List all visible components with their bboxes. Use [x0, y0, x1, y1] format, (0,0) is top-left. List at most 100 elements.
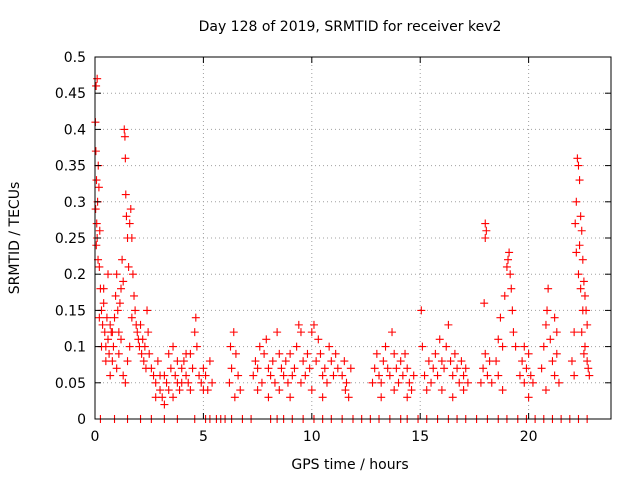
y-tick-label: 0.5 [64, 50, 86, 66]
data-point [435, 335, 444, 344]
data-point [574, 161, 583, 170]
data-point [524, 393, 533, 402]
data-point [136, 320, 145, 329]
data-point [182, 371, 191, 380]
data-point [125, 342, 134, 351]
data-point [429, 364, 438, 373]
data-point [112, 270, 121, 279]
data-point [117, 335, 126, 344]
data-point [253, 386, 262, 395]
data-point [255, 342, 264, 351]
data-point [518, 357, 527, 366]
data-point [570, 371, 579, 380]
data-point [498, 386, 507, 395]
data-point [301, 371, 310, 380]
data-point [156, 386, 165, 395]
data-point [494, 335, 503, 344]
data-point [341, 386, 350, 395]
data-point [554, 378, 563, 387]
data-point [294, 320, 303, 329]
data-point [286, 349, 295, 358]
y-tick-label: 0.15 [55, 303, 86, 319]
data-point [151, 378, 160, 387]
data-point [177, 364, 186, 373]
data-point [296, 378, 305, 387]
data-point [296, 328, 305, 337]
data-point [528, 378, 537, 387]
data-point [182, 349, 191, 358]
data-point [492, 357, 501, 366]
x-tick-label: 0 [91, 429, 100, 445]
data-point [137, 349, 146, 358]
data-point [576, 284, 585, 293]
data-point [544, 284, 553, 293]
data-point [546, 335, 555, 344]
axis-ticks [94, 56, 611, 420]
data-point [509, 328, 518, 337]
data-point [524, 349, 533, 358]
data-point [99, 284, 108, 293]
data-point [507, 284, 516, 293]
data-point [230, 393, 239, 402]
data-point [390, 349, 399, 358]
data-point [505, 248, 514, 257]
data-point [571, 219, 580, 228]
data-point [288, 371, 297, 380]
data-point [420, 371, 429, 380]
x-tick-label: 15 [411, 429, 429, 445]
data-point [160, 400, 169, 409]
data-point [417, 306, 426, 315]
data-point [453, 364, 462, 373]
data-point [377, 393, 386, 402]
data-point [98, 320, 107, 329]
data-point [115, 299, 124, 308]
data-point [307, 386, 316, 395]
data-point [575, 176, 584, 185]
data-point [344, 393, 353, 402]
data-point [320, 364, 329, 373]
data-point [577, 328, 586, 337]
data-point [461, 364, 470, 373]
data-point [236, 386, 245, 395]
data-point [190, 328, 199, 337]
data-point [199, 364, 208, 373]
data-point [552, 349, 561, 358]
data-point [548, 357, 557, 366]
data-point [515, 371, 524, 380]
data-point [340, 357, 349, 366]
data-point [579, 277, 588, 286]
data-point [418, 342, 427, 351]
data-point [576, 212, 585, 221]
y-tick-label: 0.1 [64, 340, 86, 356]
data-point [305, 364, 314, 373]
data-point [270, 378, 279, 387]
data-point [444, 320, 453, 329]
data-point [299, 357, 308, 366]
data-point [388, 328, 397, 337]
data-point [379, 357, 388, 366]
data-point [281, 357, 290, 366]
data-point [570, 328, 579, 337]
data-point [92, 176, 101, 185]
data-point [390, 386, 399, 395]
data-point [147, 364, 156, 373]
data-point [577, 226, 586, 235]
data-point [177, 378, 186, 387]
data-point [113, 306, 122, 315]
data-point [583, 357, 592, 366]
data-point [508, 306, 517, 315]
data-point [437, 386, 446, 395]
data-point [312, 357, 321, 366]
data-point [109, 342, 118, 351]
data-point [95, 313, 104, 322]
data-point [331, 349, 340, 358]
data-point [498, 342, 507, 351]
data-point [127, 313, 136, 322]
data-point [92, 81, 101, 90]
data-point [450, 349, 459, 358]
data-point [119, 277, 128, 286]
data-point [580, 342, 589, 351]
data-point [205, 357, 214, 366]
data-point [162, 378, 171, 387]
